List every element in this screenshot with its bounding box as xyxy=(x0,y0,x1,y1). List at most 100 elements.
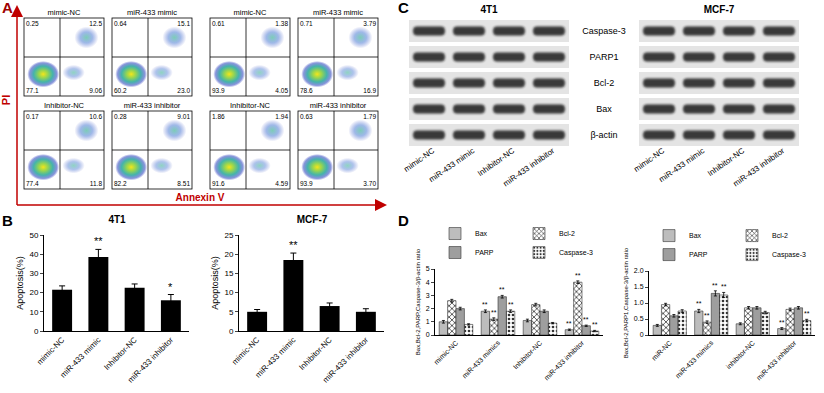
svg-text:miR-433 inhibitor: miR-433 inhibitor xyxy=(543,339,586,382)
svg-text:77.4: 77.4 xyxy=(26,180,39,187)
svg-text:miR-NC: miR-NC xyxy=(650,339,673,362)
svg-text:0.71: 0.71 xyxy=(300,20,313,27)
svg-text:3.79: 3.79 xyxy=(363,20,376,27)
svg-text:Bcl-2: Bcl-2 xyxy=(772,232,788,239)
svg-text:**: ** xyxy=(779,319,785,326)
svg-text:**: ** xyxy=(508,301,514,308)
svg-text:50: 50 xyxy=(29,231,38,240)
svg-text:Caspase-3: Caspase-3 xyxy=(559,249,593,257)
svg-text:miR-433 mimic: miR-433 mimic xyxy=(127,8,177,17)
svg-text:Inhibitor-NC: Inhibitor-NC xyxy=(297,335,334,372)
svg-text:**: ** xyxy=(712,282,718,289)
svg-text:miR-433 inhibitor: miR-433 inhibitor xyxy=(126,335,175,384)
svg-text:15.1: 15.1 xyxy=(177,20,190,27)
svg-text:PARP: PARP xyxy=(475,249,494,256)
svg-text:77.1: 77.1 xyxy=(26,87,39,94)
svg-text:miR-433 mimic: miR-433 mimic xyxy=(657,146,706,184)
svg-text:Apoptosis(%): Apoptosis(%) xyxy=(15,256,25,310)
svg-text:*: * xyxy=(168,281,173,293)
svg-text:**: ** xyxy=(575,272,581,279)
svg-text:**: ** xyxy=(721,283,727,290)
svg-text:PI: PI xyxy=(0,95,12,105)
svg-text:11.8: 11.8 xyxy=(90,180,103,187)
svg-text:Inhibitor-NC: Inhibitor-NC xyxy=(512,339,543,370)
svg-text:miR-433 inhibitor: miR-433 inhibitor xyxy=(501,146,556,188)
svg-text:**: ** xyxy=(696,300,702,307)
svg-text:2: 2 xyxy=(426,305,430,312)
svg-text:mimic-NC: mimic-NC xyxy=(433,339,460,366)
svg-text:1: 1 xyxy=(426,318,430,325)
svg-text:4T1: 4T1 xyxy=(108,214,126,225)
svg-text:Bcl-2: Bcl-2 xyxy=(594,78,615,88)
svg-text:0: 0 xyxy=(426,331,430,338)
svg-text:Bax: Bax xyxy=(475,230,488,237)
svg-text:10.6: 10.6 xyxy=(89,113,102,120)
svg-text:16.9: 16.9 xyxy=(363,87,376,94)
svg-text:**: ** xyxy=(704,312,710,319)
svg-text:Inhibitor-NC: Inhibitor-NC xyxy=(706,146,746,178)
svg-text:miR-433 inhibitor: miR-433 inhibitor xyxy=(124,101,181,110)
svg-text:Apoptosis(%): Apoptosis(%) xyxy=(210,256,220,310)
svg-text:30: 30 xyxy=(29,269,38,278)
svg-text:Bax,Bcl-2,PARP,Caspase-3/β-act: Bax,Bcl-2,PARP,Caspase-3/β-actin ratio xyxy=(415,248,421,355)
svg-text:Inhibitor-NC: Inhibitor-NC xyxy=(44,101,85,110)
svg-text:miR-433 mimics: miR-433 mimics xyxy=(461,339,502,380)
svg-text:PARP1: PARP1 xyxy=(590,52,619,62)
svg-text:20: 20 xyxy=(224,250,233,259)
svg-text:**: ** xyxy=(94,235,103,247)
svg-text:**: ** xyxy=(566,320,572,327)
svg-text:1.86: 1.86 xyxy=(212,113,225,120)
svg-text:1.79: 1.79 xyxy=(363,113,376,120)
svg-text:Annexin V: Annexin V xyxy=(176,192,225,203)
svg-text:**: ** xyxy=(482,301,488,308)
svg-text:40: 40 xyxy=(29,250,38,259)
svg-text:miR-433 inhibitor: miR-433 inhibitor xyxy=(755,339,798,382)
svg-text:inhibitor-NC: inhibitor-NC xyxy=(725,339,756,370)
svg-text:1.38: 1.38 xyxy=(275,20,288,27)
svg-text:β-actin: β-actin xyxy=(590,130,617,140)
svg-text:**: ** xyxy=(289,239,298,251)
svg-text:0.61: 0.61 xyxy=(212,20,225,27)
svg-text:15: 15 xyxy=(224,269,233,278)
svg-text:**: ** xyxy=(499,286,505,293)
svg-text:1.94: 1.94 xyxy=(275,113,288,120)
svg-text:20: 20 xyxy=(29,288,38,297)
svg-text:mimic-NC: mimic-NC xyxy=(402,146,436,174)
svg-text:3.70: 3.70 xyxy=(363,180,376,187)
svg-text:1.0: 1.0 xyxy=(634,299,644,306)
svg-text:0.63: 0.63 xyxy=(300,113,313,120)
svg-text:MCF-7: MCF-7 xyxy=(297,214,328,225)
svg-text:miR-433 mimic: miR-433 mimic xyxy=(254,335,298,379)
svg-text:Inhibitor-NC: Inhibitor-NC xyxy=(102,335,139,372)
svg-text:4.05: 4.05 xyxy=(275,87,288,94)
svg-text:mimic-NC: mimic-NC xyxy=(48,8,81,17)
svg-text:Caspase-3: Caspase-3 xyxy=(772,251,806,259)
svg-text:93.9: 93.9 xyxy=(300,180,313,187)
svg-text:**: ** xyxy=(491,309,497,316)
svg-text:5: 5 xyxy=(426,265,430,272)
svg-text:0.5: 0.5 xyxy=(634,315,644,322)
svg-text:4.59: 4.59 xyxy=(275,180,288,187)
svg-text:miR-433 mimic: miR-433 mimic xyxy=(59,335,103,379)
svg-text:10: 10 xyxy=(224,288,233,297)
svg-text:miR-433 inhibitor: miR-433 inhibitor xyxy=(731,146,786,188)
svg-text:10: 10 xyxy=(29,308,38,317)
svg-text:MCF-7: MCF-7 xyxy=(704,4,735,15)
svg-text:0.25: 0.25 xyxy=(26,20,39,27)
svg-text:Bax: Bax xyxy=(596,104,612,114)
svg-text:miR-433 mimic: miR-433 mimic xyxy=(313,8,363,17)
svg-text:25: 25 xyxy=(224,231,233,240)
svg-text:miR-433 mimic: miR-433 mimic xyxy=(427,146,476,184)
svg-text:Bcl-2: Bcl-2 xyxy=(559,230,575,237)
svg-text:0.28: 0.28 xyxy=(114,113,127,120)
svg-text:12.5: 12.5 xyxy=(89,20,102,27)
svg-text:Bax: Bax xyxy=(689,232,702,239)
svg-text:5: 5 xyxy=(229,308,234,317)
svg-text:**: ** xyxy=(592,321,598,328)
svg-text:mimic-NC: mimic-NC xyxy=(234,8,267,17)
svg-text:91.6: 91.6 xyxy=(212,180,225,187)
svg-text:1.5: 1.5 xyxy=(634,283,644,290)
svg-text:0: 0 xyxy=(640,331,644,338)
svg-text:93.9: 93.9 xyxy=(212,87,225,94)
svg-text:**: ** xyxy=(804,310,810,317)
